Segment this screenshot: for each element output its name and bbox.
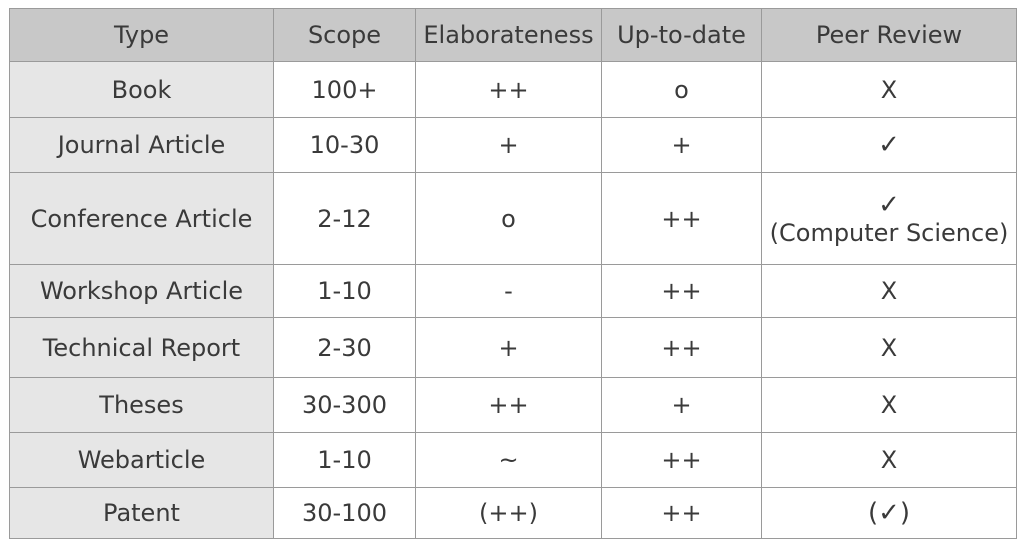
table-row: Conference Article 2-12 o ++ ✓ (Computer…	[9, 172, 1017, 265]
checkmark-icon: (✓)	[867, 498, 911, 528]
header-elaborateness: Elaborateness	[415, 8, 602, 62]
scope-cell: 30-100	[273, 487, 416, 539]
checkmark-icon: ✓	[878, 130, 900, 160]
type-cell: Technical Report	[9, 317, 274, 378]
up-to-date-cell: ++	[601, 432, 762, 488]
type-cell: Patent	[9, 487, 274, 539]
scope-cell: 2-30	[273, 317, 416, 378]
peer-review-cell: X	[761, 377, 1017, 433]
table-row: Theses 30-300 ++ + X	[9, 377, 1017, 433]
elaborateness-cell: ++	[415, 61, 602, 118]
header-type: Type	[9, 8, 274, 62]
up-to-date-cell: ++	[601, 487, 762, 539]
up-to-date-cell: ++	[601, 264, 762, 318]
elaborateness-cell: -	[415, 264, 602, 318]
peer-review-cell: X	[761, 317, 1017, 378]
up-to-date-cell: +	[601, 377, 762, 433]
table-row: Technical Report 2-30 + ++ X	[9, 317, 1017, 378]
up-to-date-cell: ++	[601, 172, 762, 265]
cross-mark: X	[880, 75, 898, 104]
header-peer-review: Peer Review	[761, 8, 1017, 62]
type-cell: Book	[9, 61, 274, 118]
table-header: Type Scope Elaborateness Up-to-date Peer…	[9, 8, 1017, 62]
cross-mark: X	[880, 333, 898, 362]
cross-mark: X	[880, 277, 898, 305]
scope-cell: 1-10	[273, 264, 416, 318]
peer-review-cell: X	[761, 61, 1017, 118]
table-row: Webarticle 1-10 ~ ++ X	[9, 432, 1017, 488]
type-cell: Workshop Article	[9, 264, 274, 318]
cross-mark: X	[880, 391, 898, 419]
peer-review-cell: ✓ (Computer Science)	[761, 172, 1017, 265]
type-cell: Conference Article	[9, 172, 274, 265]
table-row: Patent 30-100 (++) ++ (✓)	[9, 487, 1017, 539]
scope-cell: 100+	[273, 61, 416, 118]
publication-types-table: Type Scope Elaborateness Up-to-date Peer…	[9, 8, 1017, 539]
table-row: Workshop Article 1-10 - ++ X	[9, 264, 1017, 318]
table-row: Book 100+ ++ o X	[9, 61, 1017, 118]
peer-review-cell: (✓)	[761, 487, 1017, 539]
elaborateness-cell: ~	[415, 432, 602, 488]
checkmark-icon: ✓	[878, 189, 900, 220]
peer-review-cell: X	[761, 432, 1017, 488]
header-up-to-date: Up-to-date	[601, 8, 762, 62]
type-cell: Webarticle	[9, 432, 274, 488]
up-to-date-cell: o	[601, 61, 762, 118]
peer-review-note: (Computer Science)	[769, 218, 1009, 247]
scope-cell: 10-30	[273, 117, 416, 173]
table-body: Book 100+ ++ o X Journal Article 10-30 +…	[9, 61, 1017, 539]
type-cell: Theses	[9, 377, 274, 433]
elaborateness-cell: ++	[415, 377, 602, 433]
elaborateness-cell: +	[415, 117, 602, 173]
scope-cell: 30-300	[273, 377, 416, 433]
header-row: Type Scope Elaborateness Up-to-date Peer…	[9, 8, 1017, 62]
cross-mark: X	[880, 446, 898, 474]
elaborateness-cell: o	[415, 172, 602, 265]
scope-cell: 1-10	[273, 432, 416, 488]
header-scope: Scope	[273, 8, 416, 62]
scope-cell: 2-12	[273, 172, 416, 265]
type-cell: Journal Article	[9, 117, 274, 173]
peer-review-cell: X	[761, 264, 1017, 318]
table-row: Journal Article 10-30 + + ✓	[9, 117, 1017, 173]
elaborateness-cell: +	[415, 317, 602, 378]
elaborateness-cell: (++)	[415, 487, 602, 539]
up-to-date-cell: ++	[601, 317, 762, 378]
peer-review-cell: ✓	[761, 117, 1017, 173]
up-to-date-cell: +	[601, 117, 762, 173]
